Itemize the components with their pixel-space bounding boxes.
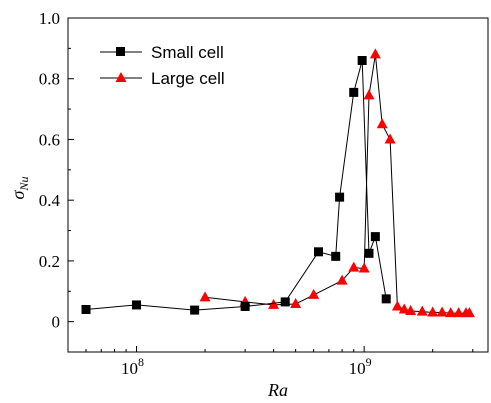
data-point-small-cell	[364, 248, 374, 258]
data-point-large-cell	[384, 133, 396, 144]
legend-marker-small	[116, 47, 125, 56]
data-point-large-cell	[391, 300, 403, 311]
y-tick-label: 0	[52, 313, 61, 332]
x-tick-label: 109	[349, 355, 372, 378]
legend-label-large: Large cell	[151, 69, 225, 88]
legend-label-small: Small cell	[151, 43, 224, 62]
y-tick-label: 0.2	[39, 252, 60, 271]
data-point-small-cell	[190, 305, 200, 315]
data-point-large-cell	[308, 288, 320, 299]
x-tick-label: 108	[121, 355, 144, 378]
data-point-large-cell	[405, 305, 417, 316]
data-point-large-cell	[369, 48, 381, 59]
data-point-small-cell	[370, 232, 380, 242]
data-point-large-cell	[445, 307, 457, 318]
data-point-large-cell	[376, 118, 388, 129]
data-point-large-cell	[416, 305, 428, 316]
series-line-large-cell	[204, 54, 470, 314]
data-point-large-cell	[398, 303, 410, 314]
axis-ticks: 0 0.2 0.4 0.6 0.8 1.0 108 109	[39, 9, 474, 378]
x-axis-title: Ra	[267, 380, 288, 400]
y-axis-title-symbol: σ	[8, 189, 28, 199]
data-point-small-cell	[132, 300, 142, 310]
y-axis-title-subscript: Nu	[17, 177, 31, 192]
data-point-large-cell	[427, 306, 439, 317]
series-line-small-cell	[85, 60, 387, 311]
y-axis-title: σNu	[8, 177, 31, 200]
y-tick-label: 0.6	[39, 130, 60, 149]
data-point-small-cell	[335, 192, 345, 202]
data-point-small-cell	[240, 301, 250, 311]
plot-frame	[67, 17, 489, 353]
data-point-large-cell	[463, 307, 475, 318]
data-point-small-cell	[357, 56, 367, 66]
legend: Small cell Large cell	[100, 43, 225, 88]
data-point-large-cell	[358, 262, 370, 273]
data-point-large-cell	[453, 307, 465, 318]
data-point-small-cell	[331, 251, 341, 261]
y-tick-label: 1.0	[39, 9, 60, 28]
y-tick-label: 0.4	[39, 191, 61, 210]
data-point-large-cell	[363, 89, 375, 100]
legend-marker-large	[115, 72, 127, 82]
data-point-large-cell	[336, 274, 348, 285]
data-point-small-cell	[349, 87, 359, 97]
data-point-small-cell	[313, 247, 323, 257]
data-point-large-cell	[290, 298, 302, 309]
data-point-small-cell	[280, 297, 290, 307]
y-tick-label: 0.8	[39, 70, 60, 89]
data-point-large-cell	[436, 306, 448, 317]
data-point-large-cell	[268, 298, 280, 309]
data-point-small-cell	[81, 304, 91, 314]
series-layer	[81, 48, 475, 318]
data-point-large-cell	[199, 291, 211, 302]
data-point-small-cell	[381, 294, 391, 304]
data-point-large-cell	[348, 261, 360, 272]
